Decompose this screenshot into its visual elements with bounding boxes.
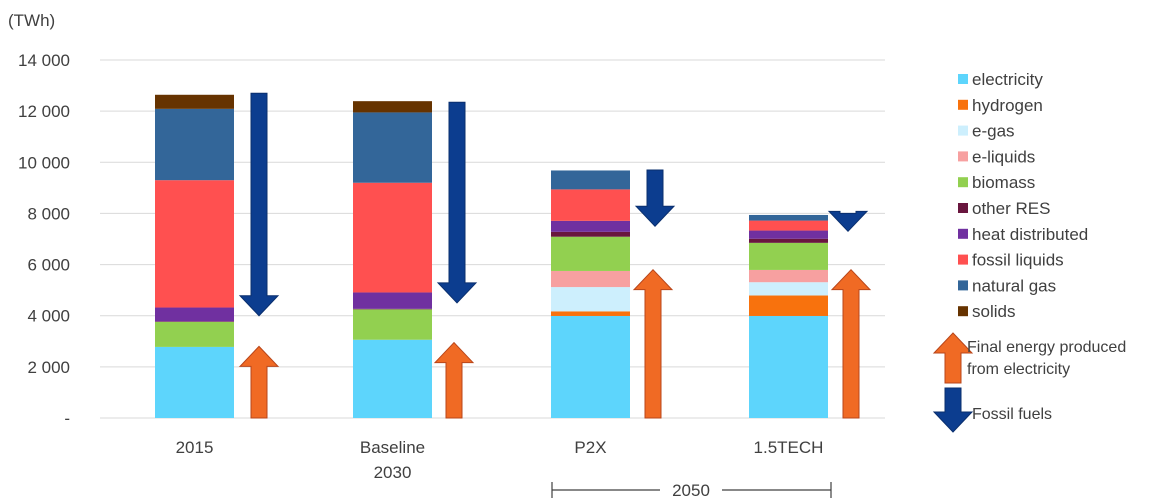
bar-segment-heat-distributed [353,292,432,309]
bar-segment-hydrogen [551,311,630,316]
unit-label: (TWh) [8,11,55,30]
group-bracket: 2050 [551,481,832,500]
y-tick-label: 8 000 [27,204,70,223]
y-tick-label: 6 000 [27,256,70,275]
bar-segment-other-RES [749,238,828,243]
legend-fossil-arrow-icon [932,387,974,433]
bar-segment-fossil-liquids [155,180,234,308]
legend-electricity-arrow-icon [932,332,974,384]
y-tick-label: 12 000 [18,102,70,121]
bar-segment-biomass [551,236,630,271]
legend-label: hydrogen [972,96,1043,115]
bar-segment-natural-gas [749,214,828,221]
bar-segment-other-RES [353,308,432,310]
x-tick-label: Baseline [360,438,425,457]
legend-label: fossil liquids [972,251,1064,270]
legend-arrow-label: Final energy produced [967,339,1126,356]
bar-segment-e-liquids [749,269,828,283]
x-axis-tick-labels: 2015 Baseline 2030 P2X 1.5TECH [176,438,824,482]
legend-arrow-label: Fossil fuels [972,406,1052,423]
bar-segment-other-RES [155,321,234,322]
bar-segment-electricity [155,346,234,418]
legend-swatch [958,151,968,162]
legend-swatch [958,99,968,110]
electricity-up-arrow [433,341,475,419]
group-label-2050: 2050 [672,481,710,500]
fossil-fuels-down-arrow [238,92,280,317]
legend-arrow-label: from electricity [967,361,1070,378]
y-tick-label: 10 000 [18,153,70,172]
bar-segment-heat-distributed [155,307,234,322]
legend-label: solids [972,302,1015,321]
legend-label: electricity [972,70,1043,89]
legend-swatch [958,254,968,265]
y-tick-label: - [64,409,70,428]
bar-segment-heat-distributed [551,220,630,232]
fossil-fuels-down-arrow [827,210,869,233]
bar-segment-electricity [353,339,432,418]
legend-label: e-liquids [972,147,1035,166]
bar-segment-biomass [155,321,234,347]
bar-segment-e-gas [749,282,828,296]
bar-segment-solids [155,94,234,109]
x-tick-label: 1.5TECH [754,438,824,457]
bar-segment-fossil-liquids [551,189,630,221]
fossil-fuels-down-arrow [634,169,676,227]
bar-segment-solids [353,101,432,113]
x-tick-label: 2030 [374,463,412,482]
legend-swatch [958,306,968,317]
bars [155,94,828,418]
x-tick-label: 2015 [176,438,214,457]
bar-segment-natural-gas [155,108,234,181]
legend-swatch [958,203,968,213]
bar-segment-biomass [353,309,432,340]
electricity-up-arrow [830,268,872,419]
bar-segment-natural-gas [551,170,630,190]
legend-swatch [958,125,968,136]
electricity-up-arrow [238,345,280,419]
legend-swatch [958,177,968,188]
bar-segment-heat-distributed [749,230,828,239]
legend: electricity hydrogen e-gas e-liquids biomass… [958,70,1126,423]
legend-swatch [958,228,968,239]
bar-segment-fossil-liquids [353,182,432,293]
legend-label: natural gas [972,276,1056,295]
y-tick-label: 4 000 [27,307,70,326]
bar-segment-e-liquids [551,270,630,288]
bar-segment-electricity [551,315,630,418]
bar-segment-biomass [749,242,828,270]
x-tick-label: P2X [574,438,606,457]
legend-label: biomass [972,173,1035,192]
bar-segment-electricity [749,315,828,418]
legend-label: e-gas [972,122,1015,141]
fossil-fuels-down-arrow [436,101,478,304]
legend-label: heat distributed [972,225,1088,244]
y-tick-label: 14 000 [18,51,70,70]
bar-segment-fossil-liquids [749,220,828,231]
legend-label: other RES [972,199,1050,218]
bar-segment-natural-gas [353,112,432,183]
bar-segment-other-RES [551,231,630,237]
bar-segment-hydrogen [749,295,828,316]
arrows [238,92,974,433]
electricity-up-arrow [632,268,674,419]
legend-swatch [958,280,968,291]
y-axis-tick-labels: - 2 000 4 000 6 000 8 000 10 000 12 000 14 000 [18,51,70,428]
y-tick-label: 2 000 [27,358,70,377]
legend-swatch [958,74,968,84]
bar-segment-e-gas [551,287,630,312]
